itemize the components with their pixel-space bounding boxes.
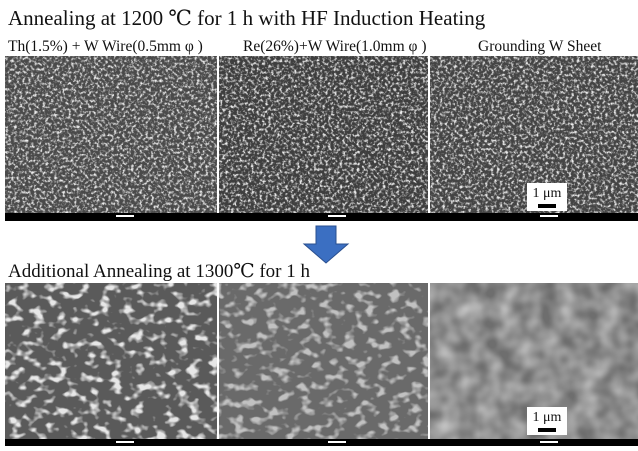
panel-label: Th(1.5%) + W Wire(0.5mm φ ) — [8, 38, 203, 55]
scale-bar — [538, 204, 556, 208]
section-title: Additional Annealing at 1300℃ for 1 h — [8, 261, 310, 282]
texture — [5, 56, 217, 214]
bar — [328, 441, 346, 443]
scale-label: 1 μm — [533, 410, 562, 425]
micrograph-row: 1 μm — [5, 283, 638, 446]
micrograph-row: 1 μm — [5, 56, 638, 221]
page: Annealing at 1200 ℃ for 1 h with HF Indu… — [0, 0, 638, 451]
bar — [116, 441, 134, 443]
texture — [219, 56, 428, 214]
arrow — [304, 226, 348, 263]
scale-label: 1 μm — [533, 186, 562, 201]
texture — [5, 283, 217, 439]
panel-label: Re(26%)+W Wire(1.0mm φ ) — [243, 38, 427, 55]
bar — [540, 441, 558, 443]
panel-label: Grounding W Sheet — [478, 38, 602, 55]
texture — [219, 283, 428, 439]
bar — [116, 215, 134, 217]
bar — [540, 215, 558, 217]
scale-bar — [538, 428, 556, 432]
bar — [328, 215, 346, 217]
figure: Annealing at 1200 ℃ for 1 h with HF Indu… — [0, 0, 638, 446]
title: Annealing at 1200 ℃ for 1 h with HF Indu… — [8, 6, 486, 30]
